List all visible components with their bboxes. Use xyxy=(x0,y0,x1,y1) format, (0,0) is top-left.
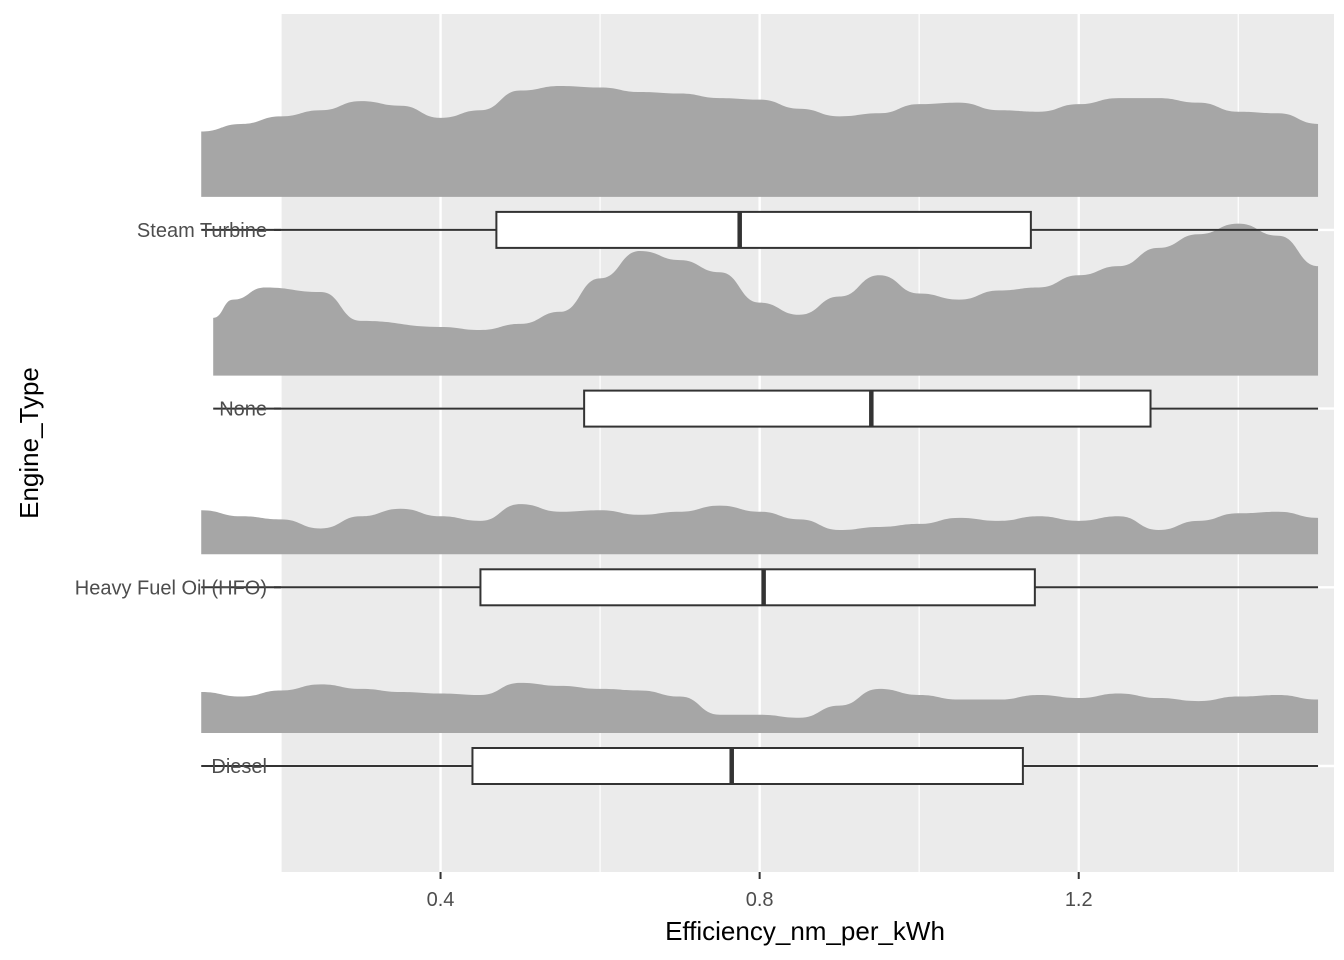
box-heavy-fuel-oil-hfo xyxy=(479,568,1036,607)
y-tick-label: None xyxy=(219,399,267,421)
y-axis: Diesel Heavy Fuel Oil (HFO) None Steam Turb… xyxy=(75,220,281,778)
boxplot-layer xyxy=(201,210,1319,785)
density-steam-turbine xyxy=(201,85,1319,197)
density-none xyxy=(213,223,1319,376)
x-axis: 0.4 0.8 1.2 xyxy=(427,872,1093,911)
density-layer xyxy=(201,85,1319,733)
y-tick-label: Heavy Fuel Oil (HFO) xyxy=(75,577,267,599)
box-none xyxy=(583,389,1152,428)
x-axis-title: Efficiency_nm_per_kWh xyxy=(665,916,945,946)
x-tick-label: 0.8 xyxy=(746,889,774,911)
x-tick-label: 0.4 xyxy=(427,889,455,911)
x-tick-label: 1.2 xyxy=(1065,889,1093,911)
y-tick-label: Steam Turbine xyxy=(137,220,267,242)
box-diesel xyxy=(471,747,1024,785)
density-heavy-fuel-oil-hfo xyxy=(201,504,1319,555)
y-axis-title: Engine_Type xyxy=(14,367,44,519)
box-steam-turbine xyxy=(495,210,1032,249)
density-diesel xyxy=(201,682,1319,733)
y-tick-label: Diesel xyxy=(211,756,267,778)
